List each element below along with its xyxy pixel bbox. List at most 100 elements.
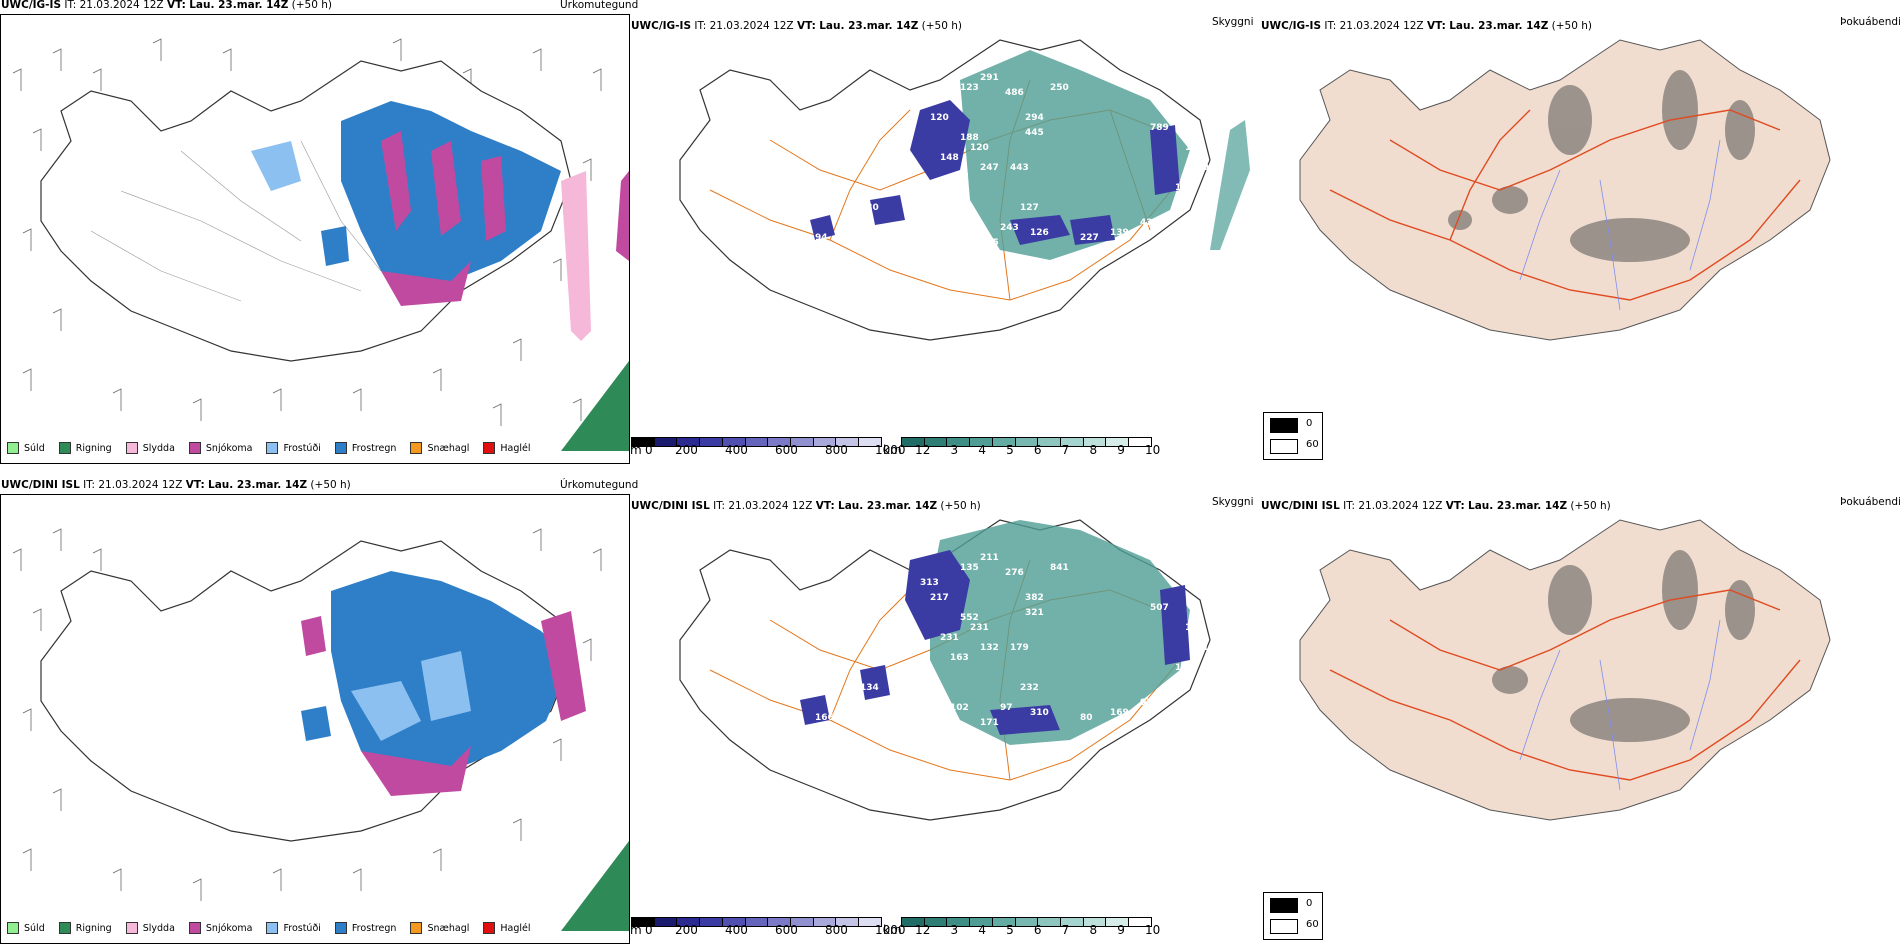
colorbar-tick: 2 [922,443,931,457]
legend-item: Frostregn [334,441,397,455]
visibility-areas [960,50,1250,260]
legend-label: Haglél [500,442,531,454]
colorbar-tick: 6 [1033,443,1042,457]
colorbar-cell [1106,917,1130,927]
legend-item: Snæhagl [410,921,469,935]
legend-label: Frostregn [351,442,397,454]
panel-title: Úrkomutegund [560,0,639,11]
fog-swatch-0 [1270,418,1298,433]
precip-type-panel-bottom: Súld Rigning Slydda Snjókoma Frostúði Frostre… [0,479,638,945]
precip-areas [301,571,586,796]
cloud-base-label: 100 [1190,163,1209,173]
visibility-colorbar [901,917,1152,927]
colorbar-tick: 1 [915,923,923,937]
colorbar-cell [1083,917,1107,927]
cloud-base-label: 135 [960,563,979,573]
precip-type-map [12,528,629,931]
legend-item: Frostúði [266,921,321,935]
colorbar-cell [631,917,655,927]
fog-legend-top: 0 60 [1263,412,1323,460]
panel-title: Skyggni [1212,16,1254,28]
colorbar-cell [924,437,948,447]
legend-item: Súld [7,441,45,455]
colorbar-tick: 1000 [875,923,906,937]
colorbar-cell [859,437,882,447]
colorbar-tick: 600 [775,443,798,457]
colorbar-cell [791,437,814,447]
colorbar-cell [970,917,993,927]
colorbar-tick: 3 [950,923,959,937]
precip-legend: Súld Rigning Slydda Snjókoma Frostúði Frostre… [7,441,545,455]
precip-areas [251,101,629,341]
cloud-base-label: 841 [1050,563,1069,573]
cloud-base-label: 294 [1025,113,1044,123]
legend-label: Súld [24,442,45,454]
rain-area [561,361,629,451]
colorbar-tick: 10 [1145,443,1161,457]
cloud-base-label: 139 [1110,228,1129,238]
legend-swatch [125,922,138,934]
fog-swatch-60 [1270,919,1298,934]
colorbar-cell [901,437,925,447]
cloud-base-label: 80 [1080,713,1093,723]
legend-swatch [7,442,19,454]
cloud-base-label: 211 [980,553,999,563]
colorbar-cell [836,437,860,447]
cloud-base-unit: m [630,923,642,937]
cloud-base-label: 120 [930,113,949,123]
cloud-base-label: 161 [1185,143,1204,153]
legend-item: Snjókoma [188,441,252,455]
colorbar-tick: 9 [1117,923,1125,937]
cloud-base-label: 153 [1185,623,1204,633]
cloud-base-label: 123 [960,83,979,93]
legend-swatch [410,442,423,454]
legend-swatch [188,922,201,934]
cloud-base-panel-top: 131 96 123 120 291 486 294 250 188 445 789 120 161 14… [630,0,1260,465]
fog-map [1299,39,1831,341]
colorbar-cell [1061,917,1084,927]
cloud-base-label: 166 [815,713,834,723]
visibility-unit: km [883,443,902,457]
cloud-base-label: 112 [910,688,929,698]
colorbar-cell [1129,437,1152,447]
colorbar-tick: 1000 [875,443,906,457]
colorbar-cell [745,437,769,447]
cloud-base-label: 486 [1005,88,1024,98]
precip-legend: Súld Rigning Slydda Snjókoma Frostúði Frostre… [7,921,545,935]
cloud-base-label: 134 [860,683,879,693]
cloud-base-label: 243 [1000,223,1019,233]
rain-area [561,841,629,931]
legend-item: Rigning [58,921,112,935]
panel-header: UWC/DINI ISL IT: 21.03.2024 12Z VT: Lau.… [631,500,981,512]
colorbar-tick: 200 [675,443,698,457]
legend-item: Haglél [483,441,531,455]
colorbar-cell [813,437,837,447]
colorbar-tick: 200 [675,923,698,937]
legend-swatch [334,922,347,934]
cloud-base-label: 313 [920,578,939,588]
fog-label-60: 60 [1306,439,1319,450]
legend-label: Frostúði [283,922,321,934]
colorbar-tick: 1 [915,443,923,457]
colorbar-cell [631,437,655,447]
cloud-base-label: 113 [1175,183,1194,193]
cloud-base-map: 131 96 123 120 291 486 294 250 188 445 789 120 161 14… [679,39,1250,341]
cloud-base-label: 126 [1030,228,1049,238]
cloud-base-label: 789 [1150,123,1169,133]
cloud-base-colorbar [631,437,882,447]
cloud-base-label: 169 [1110,708,1129,718]
cloud-base-label: 321 [1025,608,1044,618]
legend-item: Súld [7,921,45,935]
colorbar-cell [924,917,948,927]
colorbar-cell [1038,917,1062,927]
cloud-base-areas [800,550,1190,735]
legend-label: Haglél [500,922,531,934]
colorbar-cell [947,917,971,927]
colorbar-cell [859,917,882,927]
colorbar-tick: 4 [978,443,986,457]
cloud-base-label: 131 [725,93,744,103]
cloud-base-labels: 94 313 135 217 211 276 382 841 552 321 507 231 153 23… [725,553,1209,733]
colorbar-cell [992,917,1016,927]
legend-item: Rigning [58,441,112,455]
fog-label-60: 60 [1306,919,1319,930]
